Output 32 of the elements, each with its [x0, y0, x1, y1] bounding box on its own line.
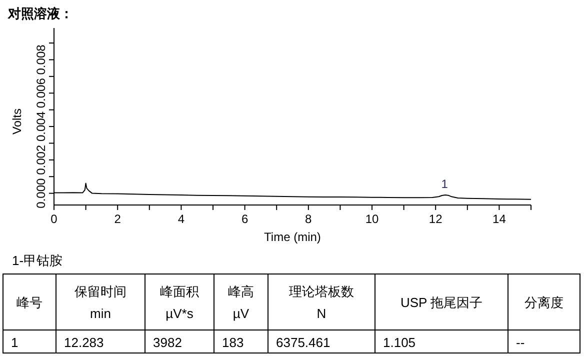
x-tick-label: 8 [305, 212, 312, 226]
x-tick-label: 6 [241, 212, 248, 226]
text: 分离度 [524, 295, 564, 310]
text: -- [516, 335, 525, 350]
text: 1.105 [383, 335, 416, 350]
text: 6375.461 [276, 335, 330, 350]
text: 保留时间 min [74, 284, 126, 321]
x-tick-label: 0 [50, 212, 58, 226]
chart-title: 对照溶液： [7, 6, 73, 21]
text: 峰高 µV [228, 284, 254, 321]
x-tick-label: 10 [365, 212, 379, 226]
x-tick-label: 4 [178, 212, 185, 226]
text: 峰号 [16, 295, 42, 310]
x-axis-title: Time (min) [264, 230, 321, 244]
text: USP 拖尾因子 [400, 295, 483, 310]
y-tick-label: 0.000 [34, 178, 48, 208]
y-tick-label: 0.002 [34, 144, 48, 175]
y-tick-label: 0.008 [34, 44, 48, 75]
y-tick-label: 0.006 [34, 78, 48, 108]
text: 1 [11, 335, 18, 350]
y-axis-title: Volts [10, 108, 24, 135]
x-tick-label: 2 [114, 212, 122, 226]
text: 峰面积 µV*s [160, 284, 199, 321]
x-tick-label: 14 [492, 212, 506, 226]
text: 理论塔板数 N [289, 284, 354, 321]
text: 183 [222, 335, 244, 350]
x-tick-label: 12 [428, 212, 443, 226]
y-tick-label: 0.004 [34, 111, 48, 142]
text: 3982 [153, 335, 182, 350]
text: 12.283 [64, 335, 104, 350]
annotation: 1 [441, 176, 448, 191]
text: 1-甲钴胺 [12, 253, 63, 268]
